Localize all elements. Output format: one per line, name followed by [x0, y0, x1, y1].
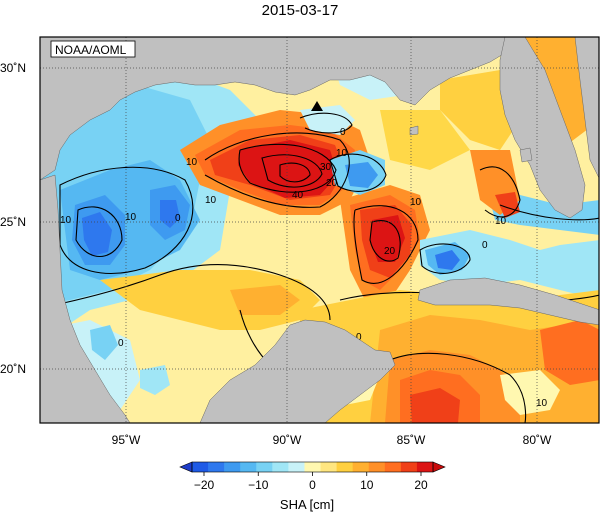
colorbar-segment	[416, 462, 434, 472]
contour-label: 20	[326, 178, 338, 189]
contour-label: 30	[320, 162, 332, 173]
colorbar-tick-label: −20	[194, 478, 215, 492]
map-title: 2015-03-17	[261, 2, 339, 19]
lon-tick-label: 90˚W	[273, 433, 302, 447]
lat-tick-label: 30˚N	[0, 61, 26, 75]
colorbar-max-arrow-icon	[432, 461, 446, 473]
contour-label: 10	[495, 216, 507, 227]
gridlines	[40, 37, 599, 423]
colorbar-ticks: −20 −10 0 10 20	[194, 472, 428, 492]
contour-label: 0	[356, 332, 362, 343]
triangle-marker-icon	[311, 101, 323, 111]
colorbar-segment	[192, 462, 209, 472]
colorbar-segment	[336, 462, 354, 472]
colorbar-min-arrow-icon	[179, 461, 193, 473]
colorbar-segment	[240, 462, 257, 472]
colorbar-segment	[304, 462, 322, 472]
credit-box	[50, 40, 136, 58]
contour-lines	[40, 112, 599, 423]
contour-label: 0	[340, 127, 346, 138]
colorbar-segment	[224, 462, 241, 472]
sha-field: 10 10 0 10 40 30 20 10 0 10 20 0 10 0 10…	[40, 37, 599, 423]
contour-label: 10	[410, 197, 422, 208]
contour-label: 20	[384, 246, 396, 257]
colorbar-segment	[352, 462, 370, 472]
colorbar-segment	[400, 462, 418, 472]
contour-label: 0	[482, 240, 488, 251]
colorbar-tick-label: 0	[309, 478, 316, 492]
colorbar-segment	[384, 462, 402, 472]
contour-label-group: 10 10 0 10 40 30 20 10 0 10 20 0 10 0 10…	[60, 127, 548, 409]
lon-tick-label: 80˚W	[523, 433, 552, 447]
colorbar-tick-label: −10	[248, 478, 269, 492]
contour-label: 10	[60, 215, 72, 226]
colorbar-segment	[256, 462, 273, 472]
colorbar-segment	[288, 462, 305, 472]
colorbar-label: SHA [cm]	[280, 497, 334, 512]
colorbar	[179, 461, 446, 473]
map-frame	[39, 36, 600, 424]
lat-tick-label: 20˚N	[0, 362, 26, 376]
contour-label: 10	[536, 398, 548, 409]
contour-label: 10	[125, 212, 137, 223]
credit-text: NOAA/AOML	[55, 43, 127, 57]
contour-label: 10	[205, 195, 217, 206]
contour-label: 10	[186, 157, 198, 168]
contour-label: 0	[118, 338, 124, 349]
contour-label: 0	[175, 213, 181, 224]
colorbar-segment	[272, 462, 289, 472]
lat-tick-label: 25˚N	[0, 215, 26, 229]
contour-label: 10	[336, 148, 348, 159]
colorbar-tick-label: 20	[414, 478, 428, 492]
colorbar-tick-label: 10	[360, 478, 374, 492]
colorbar-segment	[208, 462, 225, 472]
colorbar-segment	[368, 462, 386, 472]
lon-tick-label: 85˚W	[397, 433, 426, 447]
land-masses	[40, 37, 599, 423]
colorbar-segment	[320, 462, 338, 472]
contour-label: 40	[292, 190, 304, 201]
lon-tick-label: 95˚W	[112, 433, 141, 447]
